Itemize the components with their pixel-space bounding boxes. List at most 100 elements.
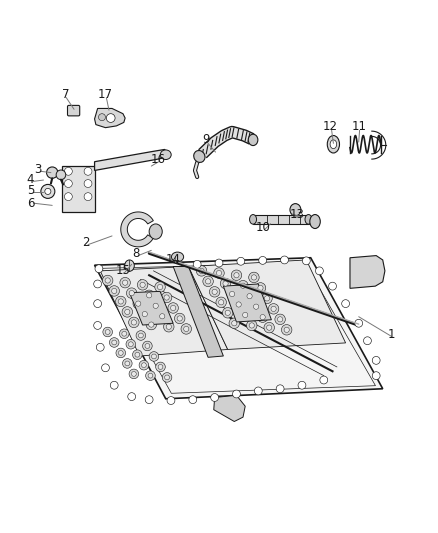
Circle shape xyxy=(232,321,237,326)
Text: 16: 16 xyxy=(150,153,166,166)
Polygon shape xyxy=(188,260,346,350)
Text: 11: 11 xyxy=(351,120,366,133)
Circle shape xyxy=(136,301,141,306)
Circle shape xyxy=(255,282,266,293)
Circle shape xyxy=(118,299,124,304)
Circle shape xyxy=(159,313,165,319)
Circle shape xyxy=(155,282,165,292)
Circle shape xyxy=(135,352,140,357)
Circle shape xyxy=(116,348,126,358)
Circle shape xyxy=(122,332,127,336)
Circle shape xyxy=(320,376,328,384)
Polygon shape xyxy=(62,166,95,212)
Polygon shape xyxy=(350,256,385,288)
Circle shape xyxy=(150,301,161,311)
Circle shape xyxy=(225,310,230,316)
Circle shape xyxy=(199,268,204,273)
Circle shape xyxy=(118,351,123,356)
Circle shape xyxy=(211,393,219,401)
Circle shape xyxy=(267,325,272,330)
Circle shape xyxy=(141,363,146,368)
Circle shape xyxy=(227,289,237,299)
Polygon shape xyxy=(95,108,125,128)
FancyBboxPatch shape xyxy=(67,106,80,116)
Circle shape xyxy=(216,270,222,276)
Ellipse shape xyxy=(125,260,134,271)
Circle shape xyxy=(149,352,159,361)
Circle shape xyxy=(148,373,153,378)
Ellipse shape xyxy=(327,135,339,153)
Text: 14: 14 xyxy=(166,254,180,266)
Circle shape xyxy=(105,329,110,334)
Circle shape xyxy=(125,361,130,366)
Circle shape xyxy=(233,299,244,310)
Circle shape xyxy=(258,312,268,322)
Circle shape xyxy=(259,256,267,264)
Circle shape xyxy=(161,292,172,303)
Circle shape xyxy=(99,114,106,120)
Circle shape xyxy=(276,385,284,393)
Circle shape xyxy=(240,310,251,320)
Circle shape xyxy=(237,257,245,265)
Circle shape xyxy=(131,320,137,325)
Circle shape xyxy=(128,393,136,400)
Circle shape xyxy=(136,330,146,340)
Circle shape xyxy=(214,268,224,278)
Text: 7: 7 xyxy=(62,87,69,101)
Ellipse shape xyxy=(330,140,337,149)
Circle shape xyxy=(189,395,197,403)
Circle shape xyxy=(84,193,92,200)
Circle shape xyxy=(236,302,241,307)
Ellipse shape xyxy=(250,215,257,224)
Circle shape xyxy=(149,322,154,327)
Circle shape xyxy=(126,340,136,349)
Polygon shape xyxy=(130,292,173,325)
Circle shape xyxy=(265,296,270,301)
Circle shape xyxy=(110,338,119,348)
Circle shape xyxy=(157,285,162,289)
Circle shape xyxy=(247,294,252,299)
Polygon shape xyxy=(214,395,245,422)
Circle shape xyxy=(139,360,149,370)
Circle shape xyxy=(166,324,171,329)
Circle shape xyxy=(106,114,115,123)
Text: 10: 10 xyxy=(255,221,270,233)
Circle shape xyxy=(247,320,257,330)
Circle shape xyxy=(216,297,226,308)
Circle shape xyxy=(110,381,118,389)
Circle shape xyxy=(140,282,145,287)
Circle shape xyxy=(244,291,255,302)
Ellipse shape xyxy=(194,150,205,163)
Circle shape xyxy=(158,365,163,369)
Text: 9: 9 xyxy=(202,133,210,147)
Circle shape xyxy=(105,278,110,283)
Polygon shape xyxy=(100,266,228,356)
Circle shape xyxy=(264,322,275,333)
Text: 5: 5 xyxy=(27,183,34,197)
Circle shape xyxy=(144,290,154,301)
Polygon shape xyxy=(173,266,223,357)
Circle shape xyxy=(372,372,380,379)
Circle shape xyxy=(102,275,113,286)
Circle shape xyxy=(249,272,259,282)
Circle shape xyxy=(275,314,286,325)
Circle shape xyxy=(240,283,246,288)
Circle shape xyxy=(282,325,292,335)
Circle shape xyxy=(142,311,148,317)
Circle shape xyxy=(140,309,150,319)
Circle shape xyxy=(56,170,66,180)
Text: 6: 6 xyxy=(27,197,34,209)
Circle shape xyxy=(243,312,248,318)
Circle shape xyxy=(278,317,283,322)
Circle shape xyxy=(209,287,220,297)
Text: 17: 17 xyxy=(98,87,113,101)
Circle shape xyxy=(268,304,279,314)
Circle shape xyxy=(143,341,152,351)
Circle shape xyxy=(157,311,167,321)
Circle shape xyxy=(125,309,130,314)
Circle shape xyxy=(138,333,143,338)
Circle shape xyxy=(120,329,129,338)
Ellipse shape xyxy=(149,224,162,239)
Circle shape xyxy=(133,298,144,309)
Circle shape xyxy=(298,381,306,389)
